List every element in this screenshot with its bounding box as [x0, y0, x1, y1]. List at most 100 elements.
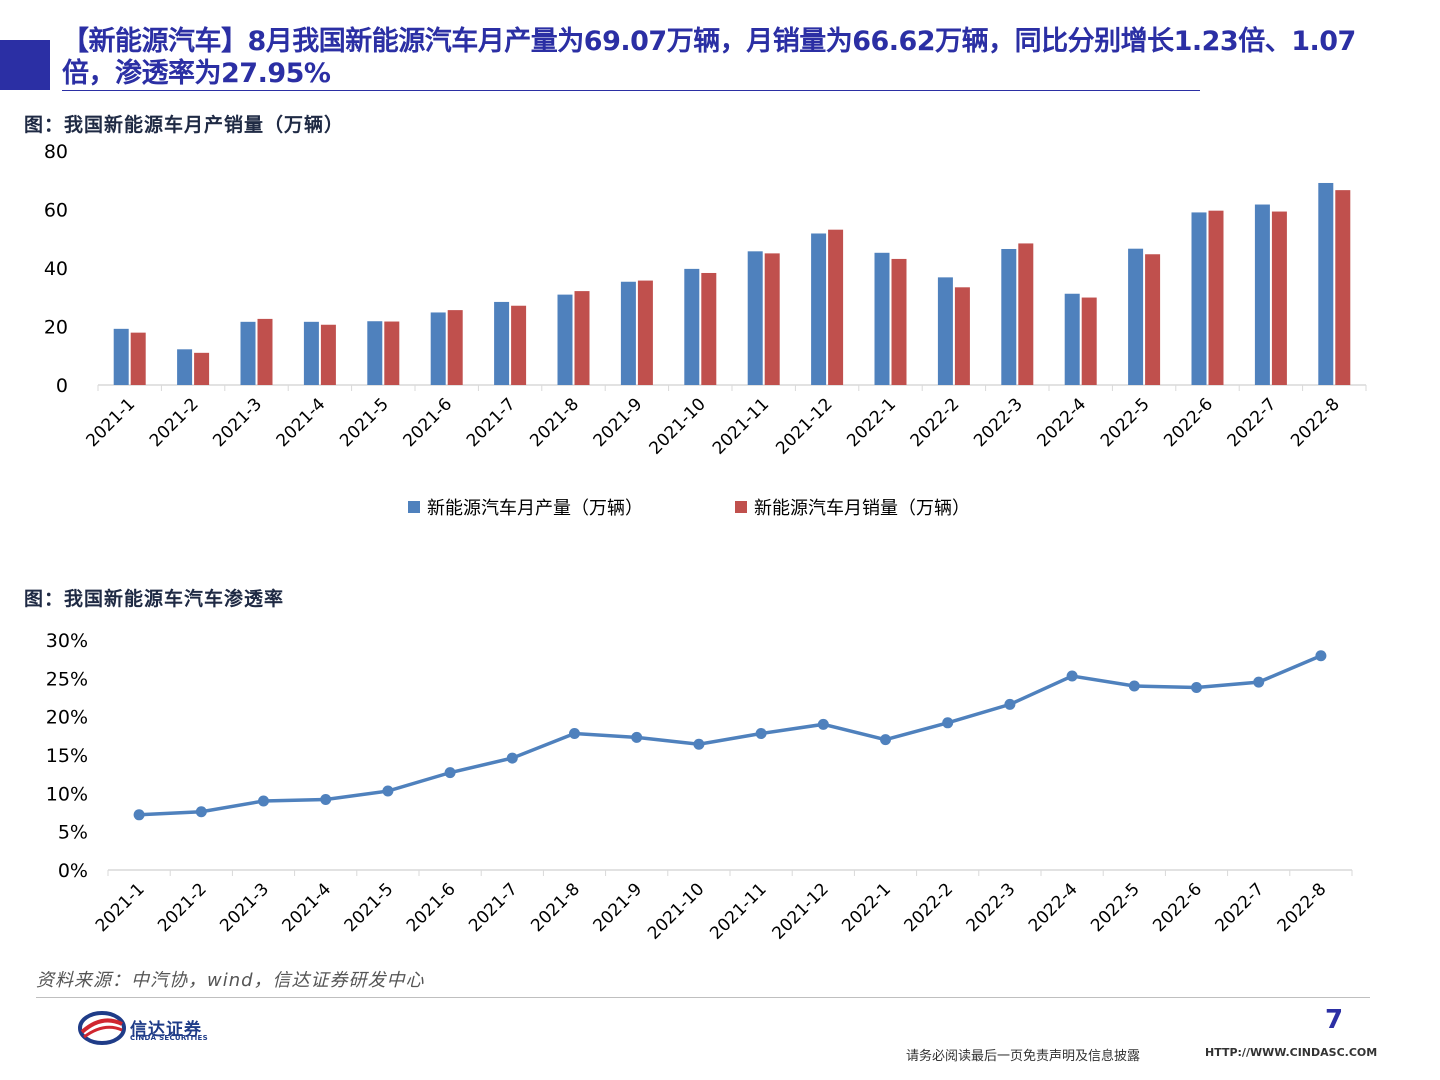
- data-point-2022-2: [942, 717, 954, 729]
- x-tick-label: 2021-2: [154, 879, 211, 936]
- legend-swatch-sales: [735, 501, 747, 513]
- x-tick-label: 2021-6: [403, 879, 460, 936]
- bar-production-2021-7: [494, 301, 510, 385]
- bar-sales-2021-5: [384, 321, 400, 385]
- x-tick-label: 2021-3: [216, 879, 273, 936]
- bar-production-2021-12: [811, 233, 827, 385]
- bar-sales-2022-2: [954, 287, 970, 385]
- bar-sales-2021-1: [130, 332, 146, 385]
- bar-sales-2021-2: [194, 352, 210, 385]
- bar-production-2022-1: [874, 252, 890, 385]
- legend-swatch-production: [408, 501, 420, 513]
- x-tick-label: 2021-10: [644, 879, 708, 943]
- bar-production-2021-11: [747, 251, 763, 385]
- figure-caption-production-sales: 图：我国新能源车月产销量（万辆）: [24, 114, 345, 136]
- x-tick-label: 2022-4: [1034, 394, 1091, 451]
- slide-title: 【新能源汽车】8月我国新能源汽车月产量为69.07万辆，月销量为66.62万辆，…: [62, 26, 1356, 89]
- bar-sales-2021-3: [257, 318, 273, 385]
- page-number: 7: [1325, 1005, 1344, 1035]
- y-tick-label: 20: [44, 317, 68, 339]
- legend-label-sales: 新能源汽车月销量（万辆）: [754, 498, 970, 519]
- x-tick-label: 2022-2: [901, 879, 958, 936]
- bar-production-2021-9: [620, 281, 636, 385]
- y-tick-label: 20%: [46, 707, 88, 729]
- penetration-line: [139, 654, 1322, 817]
- bar-sales-2022-1: [891, 258, 907, 385]
- title-accent-bar: [0, 40, 50, 90]
- website-link[interactable]: HTTP://WWW.CINDASC.COM: [1205, 1046, 1378, 1059]
- x-tick-label: 2021-11: [709, 394, 773, 458]
- footer-divider: [36, 997, 1370, 998]
- data-point-2021-11: [755, 728, 767, 740]
- x-tick-label: 2022-1: [843, 394, 900, 451]
- figure-caption-penetration: 图：我国新能源车汽车渗透率: [24, 588, 285, 610]
- data-point-2021-7: [506, 752, 518, 764]
- bar-sales-2021-6: [447, 310, 463, 385]
- x-tick-label: 2021-4: [273, 394, 330, 451]
- source-note: 资料来源：中汽协，wind，信达证券研发中心: [36, 970, 425, 991]
- x-tick-label: 2021-2: [146, 394, 203, 451]
- data-point-2022-7: [1253, 676, 1265, 688]
- x-tick-label: 2022-3: [963, 879, 1020, 936]
- x-tick-label: 2021-4: [279, 879, 336, 936]
- bar-sales-2022-5: [1145, 254, 1161, 385]
- x-tick-label: 2021-8: [526, 394, 583, 451]
- y-tick-label: 40: [44, 258, 68, 280]
- x-tick-label: 2022-3: [970, 394, 1027, 451]
- x-tick-label: 2021-5: [336, 394, 393, 451]
- bar-production-2022-2: [937, 277, 953, 385]
- x-tick-label: 2021-9: [590, 879, 647, 936]
- x-tick-label: 2021-9: [590, 394, 647, 451]
- bar-sales-2022-3: [1018, 243, 1034, 385]
- x-tick-label: 2021-7: [465, 879, 522, 936]
- y-tick-label: 30%: [46, 630, 88, 652]
- x-tick-label: 2021-11: [706, 879, 770, 943]
- disclaimer-link[interactable]: 请务必阅读最后一页免责声明及信息披露: [906, 1049, 1141, 1064]
- data-point-2021-9: [631, 731, 643, 743]
- bar-sales-2021-7: [511, 305, 527, 385]
- x-tick-label: 2021-1: [83, 394, 140, 451]
- x-tick-label: 2021-8: [527, 879, 584, 936]
- y-tick-label: 60: [44, 200, 68, 222]
- bar-production-2022-6: [1191, 212, 1207, 385]
- bar-chart-production-sales: 0 20 40 60 80 2021-1 2021-2 2021-3 2021-4 2021-5 2…: [44, 141, 1367, 519]
- x-tick-label: 2022-6: [1160, 394, 1217, 451]
- x-tick-label: 2021-12: [768, 879, 832, 943]
- bar-production-2022-7: [1254, 204, 1270, 385]
- y-tick-label: 25%: [46, 668, 88, 690]
- x-tick-label: 2021-1: [92, 879, 149, 936]
- bar-sales-2022-8: [1335, 190, 1351, 385]
- y-tick-label: 5%: [58, 822, 88, 844]
- x-tick-label: 2022-4: [1025, 879, 1082, 936]
- bar-sales-2021-9: [637, 280, 653, 385]
- x-tick-label: 2021-10: [645, 394, 709, 458]
- data-point-2022-3: [1004, 698, 1016, 710]
- x-tick-label: 2021-7: [463, 394, 520, 451]
- bar-production-2021-5: [367, 321, 383, 385]
- y-tick-label: 0%: [58, 860, 88, 882]
- cinda-swoosh-icon: [78, 1011, 126, 1045]
- y-tick-label: 10%: [46, 783, 88, 805]
- x-tick-label: 2022-1: [838, 879, 895, 936]
- logo-text-en: CINDA SECURITIES: [130, 1034, 208, 1042]
- x-tick-label: 2021-12: [772, 394, 836, 458]
- y-tick-label: 0: [56, 375, 68, 397]
- x-tick-label: 2022-6: [1149, 879, 1206, 936]
- data-point-2021-10: [693, 738, 705, 750]
- y-tick-label: 80: [44, 141, 68, 163]
- data-point-2021-4: [320, 793, 332, 805]
- bar-sales-2022-7: [1271, 211, 1287, 385]
- bar-sales-2021-4: [320, 324, 336, 385]
- data-point-2021-2: [195, 806, 207, 818]
- x-tick-label: 2022-7: [1212, 879, 1269, 936]
- line-chart-penetration-rate: 0%5%10%15%20%25%30%2021-1 2021-2 2021-3 202…: [46, 630, 1353, 944]
- data-point-2021-6: [444, 767, 456, 779]
- x-tick-label: 2022-2: [907, 394, 964, 451]
- bar-sales-2021-11: [764, 253, 780, 385]
- bar-production-2021-8: [557, 294, 573, 385]
- legend-label-production: 新能源汽车月产量（万辆）: [427, 498, 643, 519]
- title-divider: [62, 90, 1200, 91]
- bar-sales-2022-6: [1208, 210, 1224, 385]
- bar-sales-2021-12: [828, 229, 844, 385]
- x-tick-label: 2021-3: [209, 394, 266, 451]
